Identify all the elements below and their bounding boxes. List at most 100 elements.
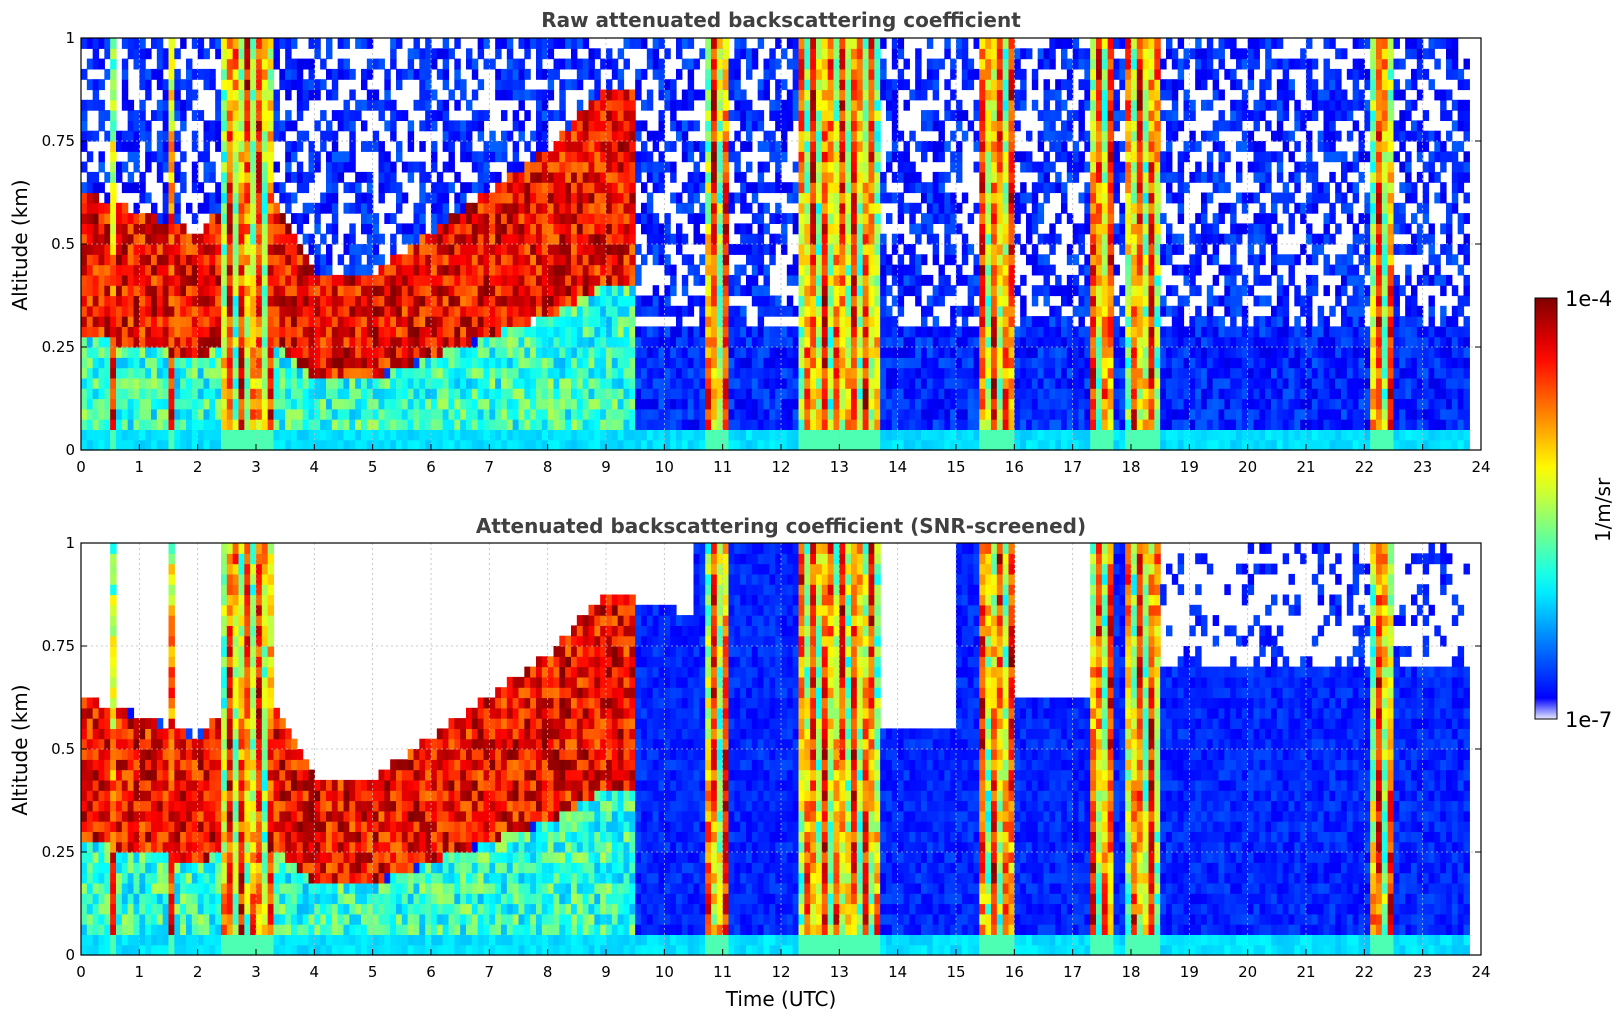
heatmap-cell <box>758 296 764 307</box>
heatmap-cell <box>262 110 268 121</box>
heatmap-cell <box>624 399 630 410</box>
heatmap-cell <box>274 440 280 451</box>
heatmap-cell <box>799 265 805 276</box>
heatmap-cell <box>956 429 962 440</box>
heatmap-cell <box>221 162 227 173</box>
heatmap-cell <box>705 419 711 430</box>
heatmap-cell <box>122 429 128 440</box>
heatmap-cell <box>629 223 635 234</box>
heatmap-cell <box>145 265 151 276</box>
heatmap-cell <box>554 357 560 368</box>
heatmap-cell <box>804 223 810 234</box>
heatmap-cell <box>705 275 711 286</box>
heatmap-cell <box>828 254 834 265</box>
heatmap-cell <box>145 296 151 307</box>
heatmap-cell <box>624 275 630 286</box>
heatmap-cell <box>99 368 105 379</box>
heatmap-cell <box>279 419 285 430</box>
heatmap-cell <box>472 388 478 399</box>
heatmap-cell <box>332 378 338 389</box>
heatmap-cell <box>559 110 565 121</box>
heatmap-cell <box>449 90 455 101</box>
heatmap-cell <box>536 347 542 358</box>
heatmap-cell <box>198 316 204 327</box>
heatmap-cell <box>758 213 764 224</box>
heatmap-cell <box>688 69 694 80</box>
heatmap-cell <box>559 409 565 420</box>
heatmap-cell <box>93 347 99 358</box>
heatmap-cell <box>828 131 834 142</box>
heatmap-cell <box>221 79 227 90</box>
heatmap-cell <box>851 368 857 379</box>
heatmap-cell <box>489 131 495 142</box>
heatmap-cell <box>274 110 280 121</box>
heatmap-cell <box>787 409 793 420</box>
heatmap-cell <box>559 254 565 265</box>
heatmap-cell <box>828 440 834 451</box>
heatmap-cell <box>326 90 332 101</box>
heatmap-cell <box>110 79 116 90</box>
heatmap-cell <box>274 357 280 368</box>
heatmap-cell <box>93 409 99 420</box>
heatmap-cell <box>507 399 513 410</box>
heatmap-cell <box>139 38 145 49</box>
heatmap-cell <box>635 275 641 286</box>
heatmap-cell <box>694 368 700 379</box>
heatmap-cell <box>227 316 233 327</box>
heatmap-cell <box>303 285 309 296</box>
heatmap-cell <box>694 162 700 173</box>
heatmap-cell <box>256 110 262 121</box>
heatmap-cell <box>151 419 157 430</box>
heatmap-cell <box>793 357 799 368</box>
heatmap-cell <box>285 347 291 358</box>
heatmap-cell <box>787 90 793 101</box>
heatmap-cell <box>104 110 110 121</box>
heatmap-cell <box>87 244 93 255</box>
heatmap-cell <box>653 182 659 193</box>
heatmap-cell <box>157 419 163 430</box>
heatmap-cell <box>676 337 682 348</box>
heatmap-cell <box>139 69 145 80</box>
heatmap-cell <box>694 429 700 440</box>
heatmap-cell <box>565 193 571 204</box>
heatmap-cell <box>361 38 367 49</box>
heatmap-cell <box>379 388 385 399</box>
heatmap-cell <box>933 244 939 255</box>
heatmap-cell <box>472 296 478 307</box>
heatmap-cell <box>332 337 338 348</box>
heatmap-cell <box>221 316 227 327</box>
heatmap-cell <box>869 399 875 410</box>
heatmap-cell <box>110 399 116 410</box>
heatmap-cell <box>880 182 886 193</box>
heatmap-cell <box>373 244 379 255</box>
heatmap-cell <box>489 193 495 204</box>
heatmap-cell <box>635 79 641 90</box>
heatmap-cell <box>857 234 863 245</box>
heatmap-cell <box>169 193 175 204</box>
heatmap-cell <box>804 296 810 307</box>
heatmap-cell <box>326 409 332 420</box>
heatmap-cell <box>104 399 110 410</box>
heatmap-cell <box>128 38 134 49</box>
heatmap-cell <box>460 388 466 399</box>
heatmap-cell <box>664 368 670 379</box>
heatmap-cell <box>215 378 221 389</box>
heatmap-cell <box>116 223 122 234</box>
heatmap-cell <box>454 440 460 451</box>
heatmap-cell <box>262 368 268 379</box>
heatmap-cell <box>122 316 128 327</box>
heatmap-cell <box>804 409 810 420</box>
heatmap-cell <box>571 48 577 59</box>
heatmap-cell <box>764 368 770 379</box>
heatmap-cell <box>956 419 962 430</box>
heatmap-cell <box>869 141 875 152</box>
heatmap-cell <box>944 285 950 296</box>
heatmap-cell <box>583 59 589 70</box>
heatmap-cell <box>577 316 583 327</box>
heatmap-cell <box>921 357 927 368</box>
heatmap-cell <box>361 120 367 131</box>
heatmap-cell <box>816 141 822 152</box>
heatmap-cell <box>904 378 910 389</box>
heatmap-cell <box>559 131 565 142</box>
heatmap-cell <box>227 48 233 59</box>
